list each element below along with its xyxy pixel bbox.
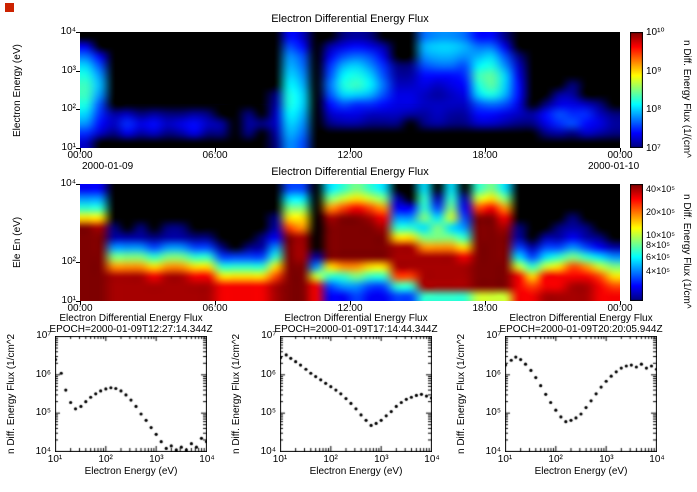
x-axis-tick-label: 18:00	[472, 303, 498, 314]
tick-mark	[76, 109, 80, 111]
spectrum-2-x-axis-label: Electron Energy (eV)	[309, 466, 403, 477]
y-axis-tick-label: 10⁴	[260, 446, 276, 457]
x-axis-tick-label: 10³	[599, 454, 614, 465]
tick-mark	[215, 148, 216, 152]
y-axis-tick-label: 10⁴	[35, 446, 51, 457]
x-axis-tick-label: 10²	[323, 454, 338, 465]
spectrum-1-title: Electron Differential Energy Flux	[59, 313, 203, 324]
y-axis-tick-label: 10⁴	[485, 446, 501, 457]
y-axis-tick-label: 10²	[61, 256, 76, 267]
y-axis-tick-label: 10²	[61, 103, 76, 115]
y-axis-tick-label: 10⁵	[260, 407, 276, 419]
x-axis-tick-label: 10⁴	[199, 454, 215, 465]
colorbar-tick-label: 10¹⁰	[646, 27, 665, 38]
x-axis-tick-label: 10²	[98, 454, 113, 465]
x-axis-tick-label: 00:00	[607, 150, 633, 161]
x-axis-tick-label: 18:00	[472, 150, 498, 161]
y-axis-tick-label: 10⁵	[35, 407, 51, 419]
spectrum-3-epoch-subtitle: EPOCH=2000-01-09T20:20:05.944Z	[499, 324, 663, 335]
colorbar-tick-label: 10⁷	[646, 143, 661, 154]
start-date-label: 2000-01-09	[82, 161, 134, 172]
spectrum-3-title: Electron Differential Energy Flux	[509, 313, 653, 324]
spectrum-2-y-axis-label: n Diff. Energy Flux (1/cm^2	[231, 333, 242, 455]
spectrum-plot-2[interactable]	[280, 336, 432, 452]
x-axis-tick-label: 10¹	[272, 454, 288, 465]
top-colorbar[interactable]	[630, 32, 643, 148]
y-axis-tick-label: 10⁴	[60, 178, 76, 189]
middle-spectrogram-plot[interactable]	[80, 184, 620, 301]
y-axis-tick-label: 10¹	[61, 142, 76, 153]
top-spectrogram-title: Electron Differential Energy Flux	[271, 13, 429, 25]
colorbar-tick-label: 10⁹	[646, 65, 662, 77]
colorbar-tick-label: 6×10⁵	[646, 251, 671, 262]
tick-mark	[620, 301, 621, 305]
y-axis-tick-label: 10⁴	[60, 26, 76, 37]
x-axis-tick-label: 00:00	[67, 303, 93, 314]
middle-colorbar[interactable]	[630, 184, 643, 301]
tick-mark	[80, 148, 81, 152]
y-axis-tick-label: 10⁷	[261, 330, 276, 341]
spectrum-2-epoch-subtitle: EPOCH=2000-01-09T17:14:44.344Z	[274, 324, 438, 335]
alert-icon[interactable]	[5, 3, 14, 12]
tick-mark	[620, 148, 621, 152]
y-axis-tick-label: 10⁶	[35, 368, 51, 380]
y-axis-tick-label: 10⁷	[486, 330, 501, 341]
tick-mark	[350, 301, 351, 305]
y-axis-tick-label: 10⁷	[36, 330, 51, 341]
colorbar-tick-label: 10×10⁵	[646, 230, 676, 241]
y-axis-tick-label: 10³	[61, 64, 76, 76]
colorbar-tick-label: 4×10⁵	[646, 265, 671, 276]
spectrum-3-y-axis-label: n Diff. Energy Flux (1/cm^2	[456, 333, 467, 455]
tick-mark	[76, 32, 80, 33]
x-axis-tick-label: 10²	[548, 454, 563, 465]
tick-mark	[76, 184, 80, 185]
x-axis-tick-label: 12:00	[337, 303, 363, 314]
x-axis-tick-label: 10³	[374, 454, 389, 465]
top-colorbar-label: n Diff. Energy Flux (1/(cm^	[681, 40, 692, 158]
tick-mark	[80, 301, 81, 305]
y-axis-tick-label: 10¹	[61, 295, 76, 306]
y-axis-tick-label: 10⁵	[485, 407, 501, 419]
x-axis-tick-label: 10⁴	[424, 454, 440, 465]
tick-mark	[350, 148, 351, 152]
top-spectrogram-plot[interactable]	[80, 32, 620, 148]
spectrum-1-y-axis-label: n Diff. Energy Flux (1/cm^2	[6, 333, 17, 455]
x-axis-tick-label: 10¹	[47, 454, 63, 465]
middle-spectrogram-title: Electron Differential Energy Flux	[271, 166, 429, 178]
top-y-axis-label: Electron Energy (eV)	[12, 44, 23, 137]
x-axis-tick-label: 06:00	[202, 303, 228, 314]
x-axis-tick-label: 00:00	[67, 150, 93, 161]
spectrum-plot-1[interactable]	[55, 336, 207, 452]
colorbar-tick-label: 20×10⁵	[646, 207, 676, 218]
spectrum-1-epoch-subtitle: EPOCH=2000-01-09T12:27:14.344Z	[49, 324, 213, 335]
spectrum-2-title: Electron Differential Energy Flux	[284, 313, 428, 324]
x-axis-tick-label: 10⁴	[649, 454, 665, 465]
y-axis-tick-label: 10⁶	[260, 368, 276, 380]
spectrum-1-x-axis-label: Electron Energy (eV)	[84, 466, 178, 477]
tick-mark	[76, 262, 80, 263]
tick-mark	[485, 148, 486, 152]
x-axis-tick-label: 10¹	[497, 454, 513, 465]
tick-mark	[485, 301, 486, 305]
tick-mark	[76, 301, 80, 302]
colorbar-tick-label: 10⁸	[646, 104, 662, 116]
x-axis-tick-label: 06:00	[202, 150, 228, 161]
spectrum-plot-3[interactable]	[505, 336, 657, 452]
middle-y-axis-label: Ele En (eV)	[12, 216, 23, 269]
x-axis-tick-label: 00:00	[607, 303, 633, 314]
middle-colorbar-label: n Diff. Energy Flux (1/cm^	[681, 193, 692, 309]
x-axis-tick-label: 12:00	[337, 150, 363, 161]
colorbar-tick-label: 8×10⁵	[646, 239, 671, 250]
colorbar-tick-label: 40×10⁵	[646, 183, 676, 194]
x-axis-tick-label: 10³	[149, 454, 164, 465]
y-axis-tick-label: 10⁶	[485, 368, 501, 380]
tick-mark	[76, 148, 80, 149]
tick-mark	[76, 70, 80, 72]
spectrum-3-x-axis-label: Electron Energy (eV)	[534, 466, 628, 477]
end-date-label: 2000-01-10	[588, 161, 640, 172]
tick-mark	[215, 301, 216, 305]
